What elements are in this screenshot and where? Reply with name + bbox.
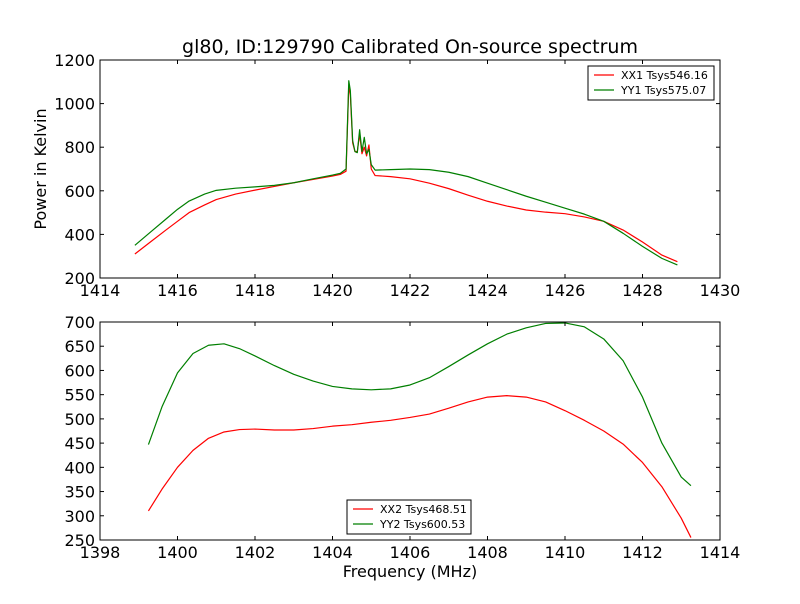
x-tick-label: 1430 [700,281,741,300]
y-tick-label: 400 [64,225,95,244]
x-tick-label: 1412 [622,543,663,562]
y-tick-label: 1000 [54,95,95,114]
legend-label-1: XX1 Tsys546.16 [621,69,708,82]
y-tick-label: 800 [64,138,95,157]
y-tick-label: 600 [64,182,95,201]
top-panel: 1414 1416 1418 1420 1422 1424 1426 1428 1430 200 4… [31,51,740,300]
top-plot-frame [99,59,721,279]
x-tick-label: 1414 [80,281,121,300]
legend-box [346,499,472,535]
bottom-plot-frame [99,321,721,541]
x-tick-label: 1404 [312,543,353,562]
y-tick-label: 1200 [54,51,95,70]
legend-label-2: YY2 Tsys600.53 [379,518,465,531]
y-tick-label: 250 [64,531,95,550]
x-tick-label: 1408 [467,543,508,562]
top-lines [134,80,678,266]
x-tick-label: 1424 [467,281,508,300]
y-tick-label: 200 [64,269,95,288]
y-tick-label: 600 [64,361,95,380]
x-tick-label: 1426 [545,281,586,300]
bottom-lines [147,322,692,538]
y-tick-label: 350 [64,483,95,502]
chart-title: gl80, ID:129790 Calibrated On-source spe… [182,36,638,58]
y-tick-label: 550 [64,386,95,405]
top-ticks: 1414 1416 1418 1420 1422 1424 1426 1428 1430 200 4… [54,51,740,300]
y-tick-label: 450 [64,434,95,453]
y-tick-label: 500 [64,410,95,429]
top-y-axis-label: Power in Kelvin [31,108,50,229]
bottom-panel: 1398 1400 1402 1404 1406 1408 1410 1412 1414 250 3… [64,313,740,562]
bottom-legend: XX2 Tsys468.51 YY2 Tsys600.53 [346,499,472,535]
legend-label-2: YY1 Tsys575.07 [620,84,706,97]
y-tick-label: 700 [64,313,95,332]
x-tick-label: 1400 [157,543,198,562]
x-tick-label: 1428 [622,281,663,300]
x-tick-label: 1406 [390,543,431,562]
x-tick-label: 1410 [545,543,586,562]
series-line-1 [147,395,692,538]
legend-label-1: XX2 Tsys468.51 [380,503,467,516]
x-tick-label: 1418 [235,281,276,300]
legend-box [587,65,715,101]
x-tick-label: 1422 [390,281,431,300]
y-tick-label: 650 [64,337,95,356]
x-axis-label: Frequency (MHz) [343,562,477,581]
y-tick-label: 300 [64,507,95,526]
series-line-1 [134,85,678,263]
x-tick-label: 1398 [80,543,121,562]
x-tick-label: 1414 [700,543,741,562]
series-line-2 [147,322,692,487]
x-tick-label: 1416 [157,281,198,300]
series-line-2 [134,80,678,266]
x-tick-label: 1402 [235,543,276,562]
bottom-ticks: 1398 1400 1402 1404 1406 1408 1410 1412 1414 250 3… [64,313,740,562]
y-tick-label: 400 [64,458,95,477]
x-tick-label: 1420 [312,281,353,300]
top-legend: XX1 Tsys546.16 YY1 Tsys575.07 [587,65,715,101]
